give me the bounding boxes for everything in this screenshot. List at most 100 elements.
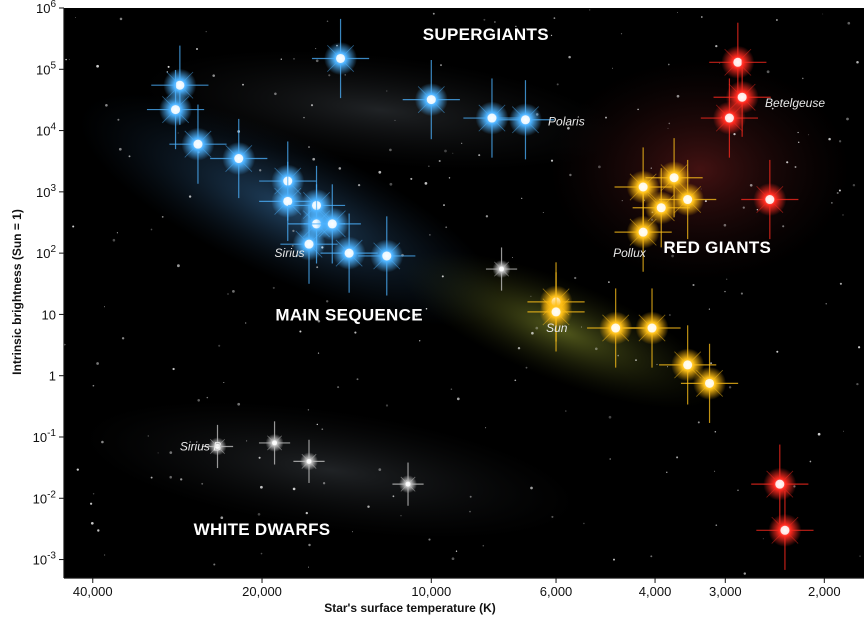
background-star-dot: [378, 468, 382, 471]
background-star-dot: [817, 432, 821, 436]
background-star-dot: [852, 183, 856, 187]
background-star-dot: [535, 326, 539, 330]
background-star-dot: [293, 58, 295, 60]
background-star-dot: [316, 423, 319, 426]
white-star-point: [392, 462, 424, 506]
background-star-dot: [551, 515, 554, 518]
y-tick-label: 10-1: [33, 428, 57, 445]
y-tick-base: 10: [36, 185, 50, 200]
background-star-dot: [104, 554, 106, 556]
y-tick-base: 10: [36, 1, 50, 16]
y-tick-exponent: 4: [50, 122, 56, 133]
background-star-dot: [223, 381, 225, 384]
background-star-dot: [410, 177, 413, 180]
yellow-star-point: [659, 325, 717, 405]
background-star-dot: [378, 170, 382, 174]
y-tick-exponent: -2: [47, 489, 56, 500]
background-star-dot: [771, 107, 774, 110]
background-star-dot: [550, 34, 553, 37]
background-star-dot: [419, 340, 421, 342]
background-star-dot: [728, 386, 732, 389]
star-name-label: Betelgeuse: [765, 96, 825, 110]
background-star-dot: [245, 322, 247, 324]
background-star-dot: [485, 215, 489, 218]
background-star-dot: [569, 173, 572, 177]
background-star-dot: [425, 307, 428, 310]
star-name-label: Sirius B: [180, 439, 221, 453]
background-star-dot: [455, 550, 458, 552]
yellow-star-point: [614, 192, 672, 272]
background-star-dot: [315, 48, 317, 50]
background-star-dot: [668, 122, 671, 125]
background-star-dot: [429, 234, 431, 236]
background-star-dot: [589, 9, 591, 11]
red-star-point: [709, 22, 767, 102]
background-star-dot: [809, 460, 812, 463]
background-star-dot: [292, 229, 295, 233]
background-star-dot: [715, 44, 718, 48]
background-star-dot: [838, 189, 841, 192]
background-star-dot: [105, 104, 108, 107]
background-star-dot: [440, 64, 442, 67]
background-star-dot: [72, 225, 75, 228]
y-tick-exponent: 3: [50, 183, 56, 194]
background-star-dot: [438, 159, 441, 163]
background-star-dot: [531, 331, 534, 335]
background-star-dot: [89, 502, 93, 505]
background-star-dot: [121, 337, 125, 340]
y-tick-label: 1: [49, 369, 56, 384]
background-star-dot: [859, 555, 861, 557]
background-star-dot: [704, 200, 707, 203]
y-tick-base: 10: [33, 553, 47, 568]
white-star-point: [258, 421, 291, 465]
background-star-dot: [432, 12, 435, 15]
background-star-dot: [317, 352, 320, 354]
background-star-dot: [389, 148, 392, 152]
background-star-dot: [65, 58, 67, 61]
background-star-dot: [177, 132, 179, 134]
white-dwarf-glow: [82, 401, 578, 539]
y-tick-exponent: 5: [50, 60, 56, 71]
x-tick-label: 3,000: [709, 584, 742, 599]
background-star-dot: [553, 17, 556, 19]
background-star-dot: [700, 16, 703, 18]
background-star-dot: [484, 36, 486, 38]
background-star-dot: [608, 415, 612, 419]
yellow-star-point: [659, 159, 717, 240]
background-star-dot: [310, 104, 314, 107]
background-star-dot: [299, 330, 302, 333]
background-star-dot: [172, 367, 175, 371]
background-star-dot: [530, 486, 533, 490]
background-star-dot: [485, 427, 487, 429]
background-star-dot: [292, 487, 296, 491]
blue-star-point: [146, 69, 205, 150]
background-star-dot: [667, 127, 669, 129]
y-tick-label: 104: [36, 122, 56, 139]
background-star-dot: [740, 292, 743, 295]
background-star-dot: [220, 516, 224, 520]
star-name-label: Sun: [546, 321, 568, 335]
background-star-dot: [116, 232, 118, 234]
background-star-dot: [169, 475, 172, 479]
star-name-label: Polaris: [548, 115, 585, 129]
background-star-dot: [445, 226, 448, 229]
background-star-dot: [326, 20, 329, 22]
background-star-dot: [308, 566, 309, 568]
background-star-dot: [68, 59, 70, 60]
background-star-dot: [742, 206, 745, 209]
background-star-dot: [708, 308, 711, 310]
background-star-dot: [786, 161, 789, 164]
background-star-dot: [483, 18, 486, 21]
background-star-dot: [715, 524, 718, 527]
background-star-dot: [612, 67, 613, 69]
background-star-dot: [389, 182, 393, 186]
background-star-dot: [257, 512, 261, 516]
yellow-star-point: [680, 343, 739, 423]
background-star-dot: [856, 61, 859, 64]
background-star-dot: [188, 195, 192, 198]
x-tick-label: 10,000: [411, 584, 451, 599]
white-star-point: [201, 424, 234, 469]
background-star-dot: [583, 522, 585, 525]
background-star-dot: [441, 275, 444, 278]
background-star-dot: [385, 404, 389, 407]
